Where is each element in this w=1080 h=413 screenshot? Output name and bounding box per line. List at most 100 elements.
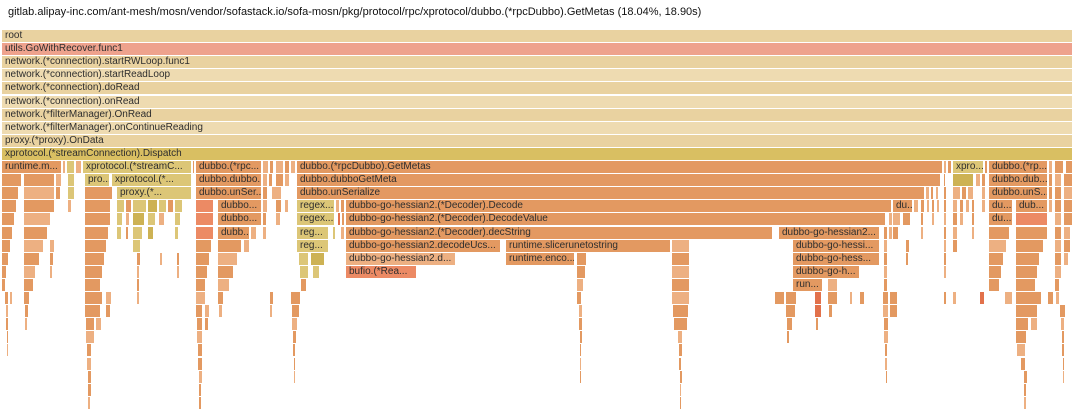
flame-frame[interactable]	[218, 278, 230, 291]
flame-frame[interactable]: dubbo-go-hessian2.(*Decoder).decString	[346, 226, 773, 239]
flame-frame[interactable]	[196, 305, 203, 318]
flame-frame[interactable]	[342, 213, 345, 226]
flame-frame[interactable]	[579, 318, 583, 331]
flame-frame[interactable]	[953, 174, 974, 187]
flame-frame[interactable]	[219, 305, 223, 318]
flame-frame[interactable]: xprotocol.(*streamConnection).Dispatch	[2, 147, 1073, 160]
flame-frame[interactable]	[679, 357, 682, 370]
flame-frame[interactable]	[293, 331, 297, 344]
flame-frame[interactable]	[272, 187, 282, 200]
flame-frame[interactable]	[2, 187, 19, 200]
flame-frame[interactable]	[56, 174, 62, 187]
flame-frame[interactable]	[196, 226, 214, 239]
flame-frame[interactable]	[270, 292, 274, 304]
flame-frame[interactable]	[199, 370, 203, 383]
flame-frame[interactable]	[168, 200, 174, 213]
flame-frame[interactable]	[87, 344, 92, 357]
flame-frame[interactable]	[679, 344, 683, 357]
flame-frame[interactable]	[886, 370, 888, 383]
flame-frame[interactable]: proxy.(*...	[117, 187, 192, 200]
flame-frame[interactable]	[270, 305, 273, 318]
flame-frame[interactable]	[884, 252, 888, 265]
flame-frame[interactable]	[931, 187, 934, 200]
flame-frame[interactable]	[205, 318, 209, 331]
flame-frame[interactable]	[24, 278, 34, 291]
flame-frame[interactable]	[989, 226, 1010, 239]
flame-frame[interactable]	[196, 252, 210, 265]
flame-frame[interactable]	[25, 318, 28, 331]
flame-frame[interactable]: reg...	[297, 239, 329, 252]
flame-frame[interactable]	[24, 265, 36, 278]
flame-frame[interactable]	[953, 226, 958, 239]
flame-frame[interactable]	[197, 331, 203, 344]
flame-frame[interactable]	[2, 213, 15, 226]
flame-frame[interactable]	[86, 331, 95, 344]
flame-frame[interactable]	[906, 239, 910, 252]
flame-frame[interactable]	[1024, 383, 1027, 396]
flame-frame[interactable]	[1024, 370, 1028, 383]
flame-frame[interactable]	[989, 265, 1002, 278]
flame-frame[interactable]	[193, 161, 195, 173]
flame-frame[interactable]	[1063, 370, 1065, 383]
flame-frame[interactable]: pro...	[85, 174, 110, 187]
flame-frame[interactable]	[1055, 265, 1062, 278]
flame-frame[interactable]	[270, 161, 274, 173]
flame-frame[interactable]: dubbo.dub...	[989, 174, 1048, 187]
flame-frame[interactable]	[815, 305, 822, 318]
flame-frame[interactable]	[263, 161, 269, 173]
flame-frame[interactable]	[1056, 292, 1060, 304]
flame-frame[interactable]	[1031, 318, 1038, 331]
flame-frame[interactable]	[786, 305, 796, 318]
flame-frame[interactable]	[968, 187, 974, 200]
flame-frame[interactable]: dubbo.dubbo...	[196, 174, 262, 187]
flame-frame[interactable]	[117, 213, 123, 226]
flame-frame[interactable]	[85, 226, 109, 239]
flame-frame[interactable]: network.(*filterManager).onContinueReadi…	[2, 121, 1073, 134]
flame-frame[interactable]	[10, 292, 13, 304]
flame-frame[interactable]	[2, 226, 13, 239]
flame-frame[interactable]: runtime.slicerunetostring	[506, 239, 671, 252]
flame-frame[interactable]	[672, 239, 690, 252]
flame-frame[interactable]	[133, 200, 147, 213]
flame-frame[interactable]	[680, 370, 683, 383]
flame-frame[interactable]	[1016, 239, 1044, 252]
flame-frame[interactable]	[76, 161, 82, 173]
flame-frame[interactable]	[50, 239, 55, 252]
flame-frame[interactable]	[985, 161, 988, 173]
flame-frame[interactable]	[936, 187, 939, 200]
flame-frame[interactable]	[106, 305, 111, 318]
flame-frame[interactable]	[291, 292, 301, 304]
flame-frame[interactable]	[24, 292, 30, 304]
flame-frame[interactable]	[932, 213, 935, 226]
flame-frame[interactable]: network.(*connection).startRWLoop.func1	[2, 56, 1073, 69]
flame-frame[interactable]	[944, 292, 947, 304]
flame-frame[interactable]	[251, 226, 257, 239]
flame-frame[interactable]	[88, 370, 92, 383]
flame-frame[interactable]: regex...	[297, 200, 335, 213]
flame-frame[interactable]: dubbo.unSer...	[196, 187, 262, 200]
flame-frame[interactable]	[196, 278, 206, 291]
flame-frame[interactable]	[276, 200, 282, 213]
flame-frame[interactable]: network.(*connection).doRead	[2, 82, 1073, 95]
flame-frame[interactable]: xprotocol.(*...	[112, 174, 192, 187]
flame-frame[interactable]	[884, 318, 889, 331]
flame-frame[interactable]	[293, 344, 296, 357]
flame-frame[interactable]	[2, 200, 17, 213]
flame-frame[interactable]	[926, 187, 930, 200]
flame-frame[interactable]	[577, 265, 586, 278]
flame-frame[interactable]	[276, 161, 284, 173]
flame-frame[interactable]	[85, 252, 105, 265]
flame-frame[interactable]	[932, 200, 935, 213]
flame-frame[interactable]	[953, 200, 958, 213]
flame-frame[interactable]	[860, 292, 865, 304]
flame-frame[interactable]	[889, 226, 893, 239]
flame-frame[interactable]	[160, 252, 163, 265]
flame-frame[interactable]	[1064, 200, 1073, 213]
flame-frame[interactable]	[199, 383, 202, 396]
flame-frame[interactable]: du...	[893, 200, 913, 213]
flame-frame[interactable]	[126, 213, 130, 226]
flame-frame[interactable]: dubbo-go-hessi...	[793, 239, 880, 252]
flame-frame[interactable]	[885, 357, 888, 370]
flame-frame[interactable]: xpro...	[953, 161, 984, 173]
flame-frame[interactable]	[85, 292, 103, 304]
